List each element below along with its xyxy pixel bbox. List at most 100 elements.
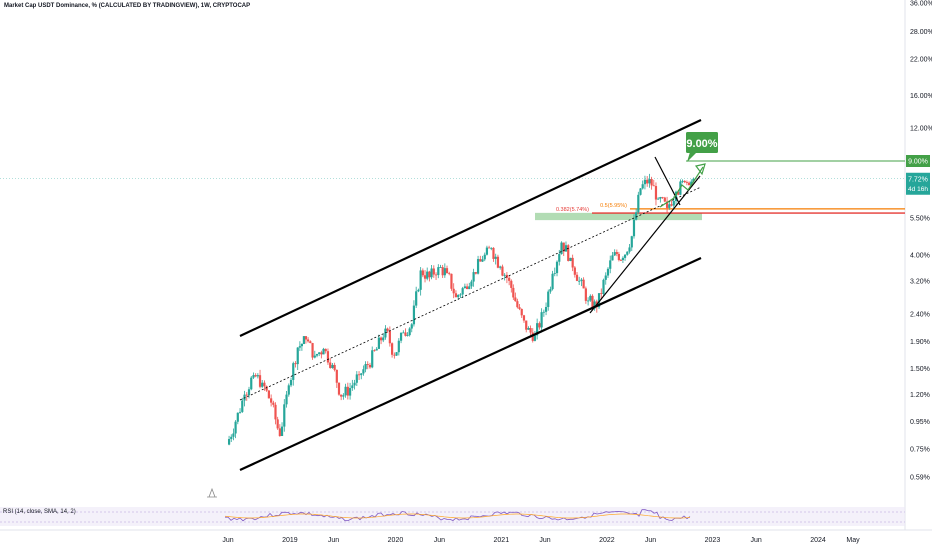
candle-body (485, 247, 489, 255)
y-axis[interactable]: 36.00% 28.00% 22.00% 16.00% 12.00% 5.50% 4.00%… (910, 1, 932, 482)
candle-body (410, 324, 413, 329)
candle-body (390, 343, 394, 355)
candle-body (670, 204, 673, 206)
rsi-pane (0, 507, 905, 526)
x-axis[interactable]: Jun 2019 Jun 2020 Jun 2021 Jun 2022 Jun 2023 Jun 20… (222, 537, 860, 544)
candle-body (637, 194, 640, 213)
candle-body (423, 275, 427, 279)
candle-body (441, 267, 444, 276)
candle-body (525, 320, 528, 330)
candle-body (280, 426, 284, 437)
candle-body (466, 286, 469, 290)
candle-body (439, 267, 442, 268)
y-tick-label: 5.50% (910, 216, 930, 223)
candle-body (593, 301, 596, 309)
candle-body (549, 289, 552, 292)
candle-body (567, 245, 570, 261)
candle-body (503, 274, 506, 276)
candle-body (558, 254, 561, 262)
target-callout-box (686, 132, 718, 153)
candle-body (474, 272, 477, 274)
candle-body (690, 181, 693, 186)
candle-body (324, 348, 327, 352)
candle-body (272, 402, 275, 405)
candle-body (287, 385, 290, 395)
candle-body (289, 379, 293, 386)
candle-body (368, 364, 372, 368)
candle-body (630, 236, 633, 248)
candle-body (426, 271, 429, 279)
x-tick-label: 2019 (282, 537, 298, 544)
candle-body (234, 421, 237, 434)
y-tick-label: 1.20% (910, 392, 930, 399)
candle-body (388, 330, 391, 344)
candle-body (292, 363, 295, 380)
candle-body (351, 385, 354, 389)
candle-body (395, 352, 398, 356)
candle-body (236, 412, 239, 422)
candle-body (468, 286, 471, 290)
candle-body (353, 382, 356, 386)
candle-body (265, 386, 268, 391)
candle-body (635, 212, 638, 220)
candle-body (375, 348, 378, 351)
candle-body (393, 354, 396, 356)
candle-body (331, 364, 334, 368)
candle-body (685, 182, 689, 183)
candle-body (406, 335, 409, 336)
y-tick-label: 3.20% (910, 278, 930, 285)
x-tick-label: 2020 (388, 537, 404, 544)
candle-body (589, 295, 592, 301)
candle-body (364, 364, 367, 370)
y-tick-label: 1.90% (910, 339, 930, 346)
candle-body (454, 293, 458, 298)
candle-body (296, 347, 299, 365)
candle-body (551, 273, 554, 290)
candle-body (580, 279, 583, 281)
candle-body (430, 268, 433, 278)
rsi-sma-line (224, 513, 691, 519)
candle-body (412, 305, 416, 325)
rsi-band (0, 507, 905, 526)
candle-body (298, 346, 301, 348)
candle-body (499, 266, 502, 268)
candle-body (573, 267, 576, 275)
candle-body (463, 286, 467, 289)
candle-body (654, 186, 658, 200)
y-tick-label: 0.59% (910, 475, 930, 482)
y-tick-label: 22.00% (910, 57, 932, 64)
plot-background (0, 0, 905, 505)
candle-body (267, 390, 270, 399)
candle-body (533, 335, 537, 341)
candle-body (232, 433, 235, 437)
candle-body (540, 312, 543, 328)
candle-body (283, 404, 286, 427)
candle-body (461, 288, 464, 295)
candle-body (529, 328, 532, 333)
candle-body (650, 179, 653, 186)
candle-body (304, 336, 308, 340)
candle-body (329, 362, 332, 368)
candle-body (408, 328, 411, 336)
candle-body (661, 197, 664, 198)
candle-body (564, 245, 568, 252)
candle-body (479, 259, 482, 262)
candle-body (496, 256, 500, 268)
candle-body (263, 382, 266, 387)
candle-body (432, 268, 435, 275)
candle-body (335, 369, 338, 383)
candle-body (230, 436, 233, 440)
y-tick-label: 16.00% (910, 93, 932, 100)
candle-body (302, 336, 306, 344)
candle-body (342, 395, 345, 397)
candle-body (632, 219, 636, 237)
x-tick-label: Jun (750, 537, 761, 544)
x-tick-label: Jun (222, 537, 233, 544)
candle-body (344, 386, 347, 396)
candle-body (315, 354, 319, 356)
candle-body (481, 259, 484, 262)
candle-body (510, 280, 513, 288)
candle-body (270, 398, 273, 403)
candle-body (547, 291, 550, 308)
